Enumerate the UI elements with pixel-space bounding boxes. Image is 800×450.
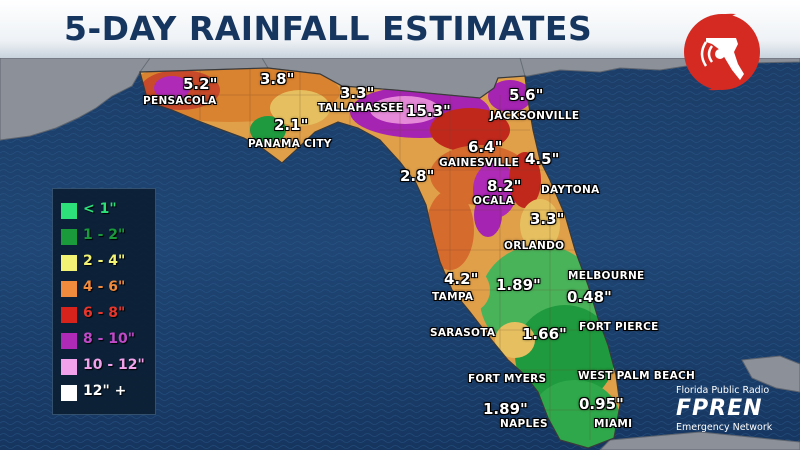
city-label-daytona: DAYTONA [541, 184, 600, 196]
legend-row: 10 - 12" [61, 357, 153, 379]
rainfall-value-tampa: 4.2" [444, 270, 479, 288]
city-label-fort-myers: FORT MYERS [468, 373, 547, 385]
state-border-line [139, 57, 526, 77]
city-label-fort-pierce: FORT PIERCE [579, 321, 659, 333]
city-label-gainesville: GAINESVILLE [439, 157, 520, 169]
legend-row: 8 - 10" [61, 331, 153, 353]
hurricane-florida-broadcast-icon [684, 13, 760, 91]
legend-row: 6 - 8" [61, 305, 153, 327]
city-label-tampa: TAMPA [432, 291, 474, 303]
legend-label: 1 - 2" [83, 227, 126, 243]
legend-label: 2 - 4" [83, 253, 126, 269]
legend-row: 4 - 6" [61, 279, 153, 301]
rainfall-value-cedar-key: 2.8" [400, 167, 435, 185]
cuba-island [599, 431, 800, 450]
rainfall-value-big-bend: 15.3" [406, 102, 451, 120]
city-label-pensacola: PENSACOLA [143, 95, 217, 107]
city-label-melbourne: MELBOURNE [568, 270, 645, 282]
legend-row: 12" + [61, 383, 153, 405]
network-tagline: Emergency Network [676, 422, 773, 433]
page-title: 5-DAY RAINFALL ESTIMATES [64, 9, 593, 48]
city-label-ocala: OCALA [473, 195, 515, 207]
bahamas-island [741, 355, 800, 393]
legend-label: 10 - 12" [83, 357, 145, 373]
legend-label: 12" + [83, 383, 127, 399]
rainfall-value-fort-pierce: 1.66" [522, 325, 567, 343]
legend-row: 1 - 2" [61, 227, 153, 249]
rainfall-value-tallahassee: 3.3" [340, 84, 375, 102]
header-bar [0, 0, 800, 58]
legend-label: 6 - 8" [83, 305, 126, 321]
legend-swatch [61, 203, 77, 219]
legend-swatch [61, 281, 77, 297]
rainfall-value-north-panhandle: 3.8" [260, 70, 295, 88]
rainfall-value-pensacola: 5.2" [183, 75, 218, 93]
city-label-west-palm-beach: WEST PALM BEACH [578, 370, 696, 382]
rainfall-value-gainesville: 6.4" [468, 138, 503, 156]
city-label-orlando: ORLANDO [504, 240, 565, 252]
legend-row: 2 - 4" [61, 253, 153, 275]
rainfall-value-panama-city: 2.1" [274, 116, 309, 134]
city-label-tallahassee: TALLAHASSEE [318, 102, 404, 114]
legend-label: < 1" [83, 201, 117, 217]
legend-row: < 1" [61, 201, 153, 223]
county-lines [140, 68, 620, 440]
legend-swatch [61, 255, 77, 271]
rainfall-value-melbourne: 0.48" [567, 288, 612, 306]
city-label-sarasota: SARASOTA [430, 327, 496, 339]
network-name: Florida Public Radio [676, 385, 770, 396]
legend-swatch [61, 359, 77, 375]
rainfall-value-daytona-south: 3.3" [530, 210, 565, 228]
rainfall-value-ne-coast: 4.5" [525, 150, 560, 168]
rainfall-value-jacksonville: 5.6" [509, 86, 544, 104]
city-label-naples: NAPLES [500, 418, 548, 430]
legend-swatch [61, 333, 77, 349]
city-label-panama-city: PANAMA CITY [248, 138, 332, 150]
city-label-jacksonville: JACKSONVILLE [490, 110, 580, 122]
rainfall-value-west-palm: 0.95" [579, 395, 624, 413]
legend-swatch [61, 307, 77, 323]
legend-swatch [61, 385, 77, 401]
rainfall-value-central: 1.89" [496, 276, 541, 294]
rainfall-value-ocala: 8.2" [487, 177, 522, 195]
legend-swatch [61, 229, 77, 245]
legend-label: 4 - 6" [83, 279, 126, 295]
network-logo-text: FPREN [676, 396, 763, 421]
rainfall-value-naples: 1.89" [483, 400, 528, 418]
legend-label: 8 - 10" [83, 331, 136, 347]
city-label-miami: MIAMI [594, 418, 633, 430]
rainfall-legend: < 1" 1 - 2" 2 - 4" 4 - 6" 6 - 8" 8 - 10"… [52, 188, 156, 415]
